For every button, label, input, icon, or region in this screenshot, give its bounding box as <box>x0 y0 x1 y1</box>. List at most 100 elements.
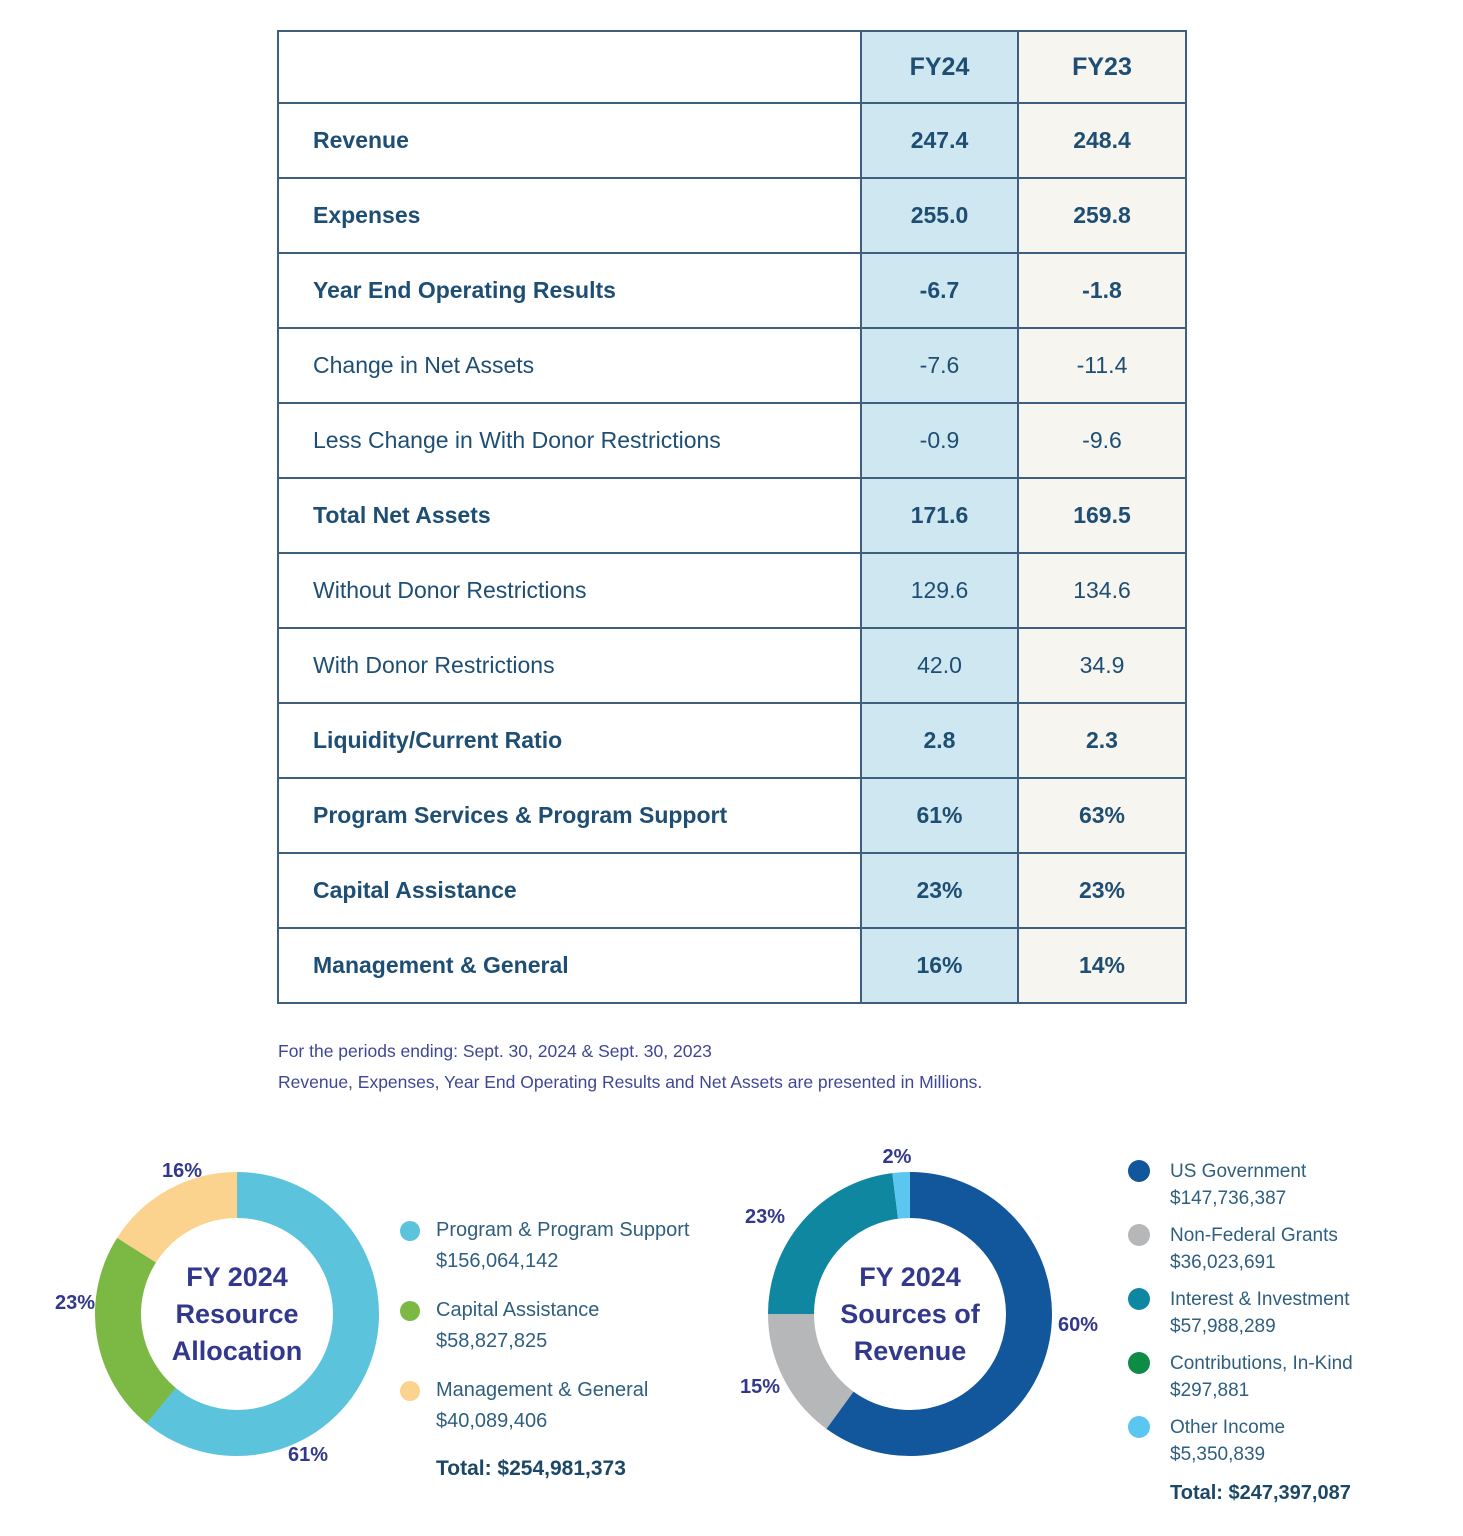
header-blank-cell <box>277 30 861 104</box>
resource-allocation-donut-chart <box>95 1172 379 1456</box>
legend-dot-contributions-in-kind <box>1128 1352 1150 1374</box>
resource-allocation-total: Total: $254,981,373 <box>436 1457 626 1480</box>
row-label: Management & General <box>277 927 861 1004</box>
fy24-value: 23% <box>860 852 1019 929</box>
pct-label-us-government: 60% <box>1058 1314 1099 1336</box>
legend-item-contributions-in-kind: Contributions, In-Kind $297,881 <box>1128 1350 1448 1404</box>
fy24-value: 255.0 <box>860 177 1019 254</box>
fy23-value: 23% <box>1018 852 1187 929</box>
legend-dot-program-support <box>400 1221 420 1241</box>
row-label: Year End Operating Results <box>277 252 861 329</box>
table-row-liquidity-current-ratio: Liquidity/Current Ratio 2.8 2.3 <box>277 702 1187 779</box>
legend-item-management-general: Management & General $40,089,406 <box>400 1375 730 1437</box>
fy23-value: 248.4 <box>1018 102 1187 179</box>
pct-label-program-support: 61% <box>288 1444 329 1466</box>
resource-allocation-donut: FY 2024 Resource Allocation <box>95 1172 379 1456</box>
table-header-row: FY24 FY23 <box>277 30 1187 104</box>
row-label: Revenue <box>277 102 861 179</box>
row-label: With Donor Restrictions <box>277 627 861 704</box>
header-fy24: FY24 <box>860 30 1019 104</box>
table-row-management-general: Management & General 16% 14% <box>277 927 1187 1004</box>
resource-allocation-title: FY 2024 Resource Allocation <box>171 1261 303 1366</box>
table-row-with-donor-restrictions: With Donor Restrictions 42.0 34.9 <box>277 627 1187 704</box>
fy24-value: 61% <box>860 777 1019 854</box>
legend-amount: $36,023,691 <box>1170 1252 1276 1273</box>
legend-amount: $58,827,825 <box>436 1330 548 1352</box>
legend-item-capital-assistance: Capital Assistance $58,827,825 <box>400 1295 730 1357</box>
legend-amount: $57,988,289 <box>1170 1316 1276 1337</box>
row-label: Total Net Assets <box>277 477 861 554</box>
fy24-value: 129.6 <box>860 552 1019 629</box>
table-row-program-services-support: Program Services & Program Support 61% 6… <box>277 777 1187 854</box>
row-label: Capital Assistance <box>277 852 861 929</box>
legend-dot-management-general <box>400 1381 420 1401</box>
table-row-revenue: Revenue 247.4 248.4 <box>277 102 1187 179</box>
row-label: Expenses <box>277 177 861 254</box>
sources-of-revenue-legend: US Government $147,736,387 Non-Federal G… <box>1128 1158 1448 1505</box>
legend-item-us-government: US Government $147,736,387 <box>1128 1158 1448 1212</box>
legend-label: Management & General <box>436 1379 649 1401</box>
legend-label: Program & Program Support <box>436 1219 690 1241</box>
legend-dot-non-federal-grants <box>1128 1224 1150 1246</box>
pct-label-interest-investment: 23% <box>745 1206 786 1228</box>
fy23-value: 169.5 <box>1018 477 1187 554</box>
footnote-millions: Revenue, Expenses, Year End Operating Re… <box>278 1072 983 1092</box>
pct-label-non-federal-grants: 15% <box>740 1376 781 1398</box>
pct-label-other-income: 2% <box>882 1146 912 1168</box>
resource-allocation-legend: Program & Program Support $156,064,142 C… <box>400 1215 730 1481</box>
table-row-total-net-assets: Total Net Assets 171.6 169.5 <box>277 477 1187 554</box>
legend-amount: $5,350,839 <box>1170 1444 1266 1465</box>
legend-item-interest-investment: Interest & Investment $57,988,289 <box>1128 1286 1448 1340</box>
sources-of-revenue-total: Total: $247,397,087 <box>1170 1482 1351 1504</box>
row-label: Less Change in With Donor Restrictions <box>277 402 861 479</box>
fy24-value: -6.7 <box>860 252 1019 329</box>
table-row-less-change-donor-restrictions: Less Change in With Donor Restrictions -… <box>277 402 1187 479</box>
sources-of-revenue-donut: FY 2024 Sources of Revenue <box>768 1172 1052 1456</box>
fy24-value: 16% <box>860 927 1019 1004</box>
legend-item-program-support: Program & Program Support $156,064,142 <box>400 1215 730 1277</box>
legend-label: Capital Assistance <box>436 1299 600 1321</box>
legend-dot-other-income <box>1128 1416 1150 1438</box>
legend-label: Non-Federal Grants <box>1170 1225 1338 1246</box>
table-row-without-donor-restrictions: Without Donor Restrictions 129.6 134.6 <box>277 552 1187 629</box>
legend-dot-interest-investment <box>1128 1288 1150 1310</box>
sources-of-revenue-title: FY 2024 Sources of Revenue <box>840 1261 980 1366</box>
fy24-value: -0.9 <box>860 402 1019 479</box>
table-row-change-in-net-assets: Change in Net Assets -7.6 -11.4 <box>277 327 1187 404</box>
header-fy23: FY23 <box>1018 30 1187 104</box>
legend-dot-capital-assistance <box>400 1301 420 1321</box>
fy24-value: 42.0 <box>860 627 1019 704</box>
legend-amount: $156,064,142 <box>436 1250 559 1272</box>
fy24-value: 171.6 <box>860 477 1019 554</box>
pct-label-capital-assistance: 23% <box>55 1292 96 1314</box>
legend-item-non-federal-grants: Non-Federal Grants $36,023,691 <box>1128 1222 1448 1276</box>
row-label: Liquidity/Current Ratio <box>277 702 861 779</box>
fy23-value: 2.3 <box>1018 702 1187 779</box>
sources-of-revenue-donut-chart <box>768 1172 1052 1456</box>
table-footnotes: For the periods ending: Sept. 30, 2024 &… <box>278 1036 982 1098</box>
legend-item-other-income: Other Income $5,350,839 <box>1128 1414 1448 1468</box>
fy23-value: -1.8 <box>1018 252 1187 329</box>
table-row-year-end-operating-results: Year End Operating Results -6.7 -1.8 <box>277 252 1187 329</box>
legend-amount: $147,736,387 <box>1170 1188 1287 1209</box>
financial-summary-table: FY24 FY23 Revenue 247.4 248.4 Expenses 2… <box>277 30 1187 1004</box>
legend-label: Other Income <box>1170 1417 1286 1438</box>
fy23-value: 259.8 <box>1018 177 1187 254</box>
legend-amount: $297,881 <box>1170 1380 1250 1401</box>
row-label: Without Donor Restrictions <box>277 552 861 629</box>
legend-label: Contributions, In-Kind <box>1170 1353 1353 1374</box>
charts-section: FY 2024 Resource Allocation 16% 23% 61% … <box>0 1120 1463 1536</box>
fy23-value: 14% <box>1018 927 1187 1004</box>
fy24-value: 247.4 <box>860 102 1019 179</box>
fy24-value: 2.8 <box>860 702 1019 779</box>
fy23-value: 134.6 <box>1018 552 1187 629</box>
legend-label: US Government <box>1170 1161 1307 1182</box>
legend-label: Interest & Investment <box>1170 1289 1350 1310</box>
pct-label-management-general: 16% <box>161 1160 202 1182</box>
fy23-value: 34.9 <box>1018 627 1187 704</box>
fy24-value: -7.6 <box>860 327 1019 404</box>
fy23-value: -11.4 <box>1018 327 1187 404</box>
fy23-value: -9.6 <box>1018 402 1187 479</box>
footnote-periods: For the periods ending: Sept. 30, 2024 &… <box>278 1041 712 1061</box>
